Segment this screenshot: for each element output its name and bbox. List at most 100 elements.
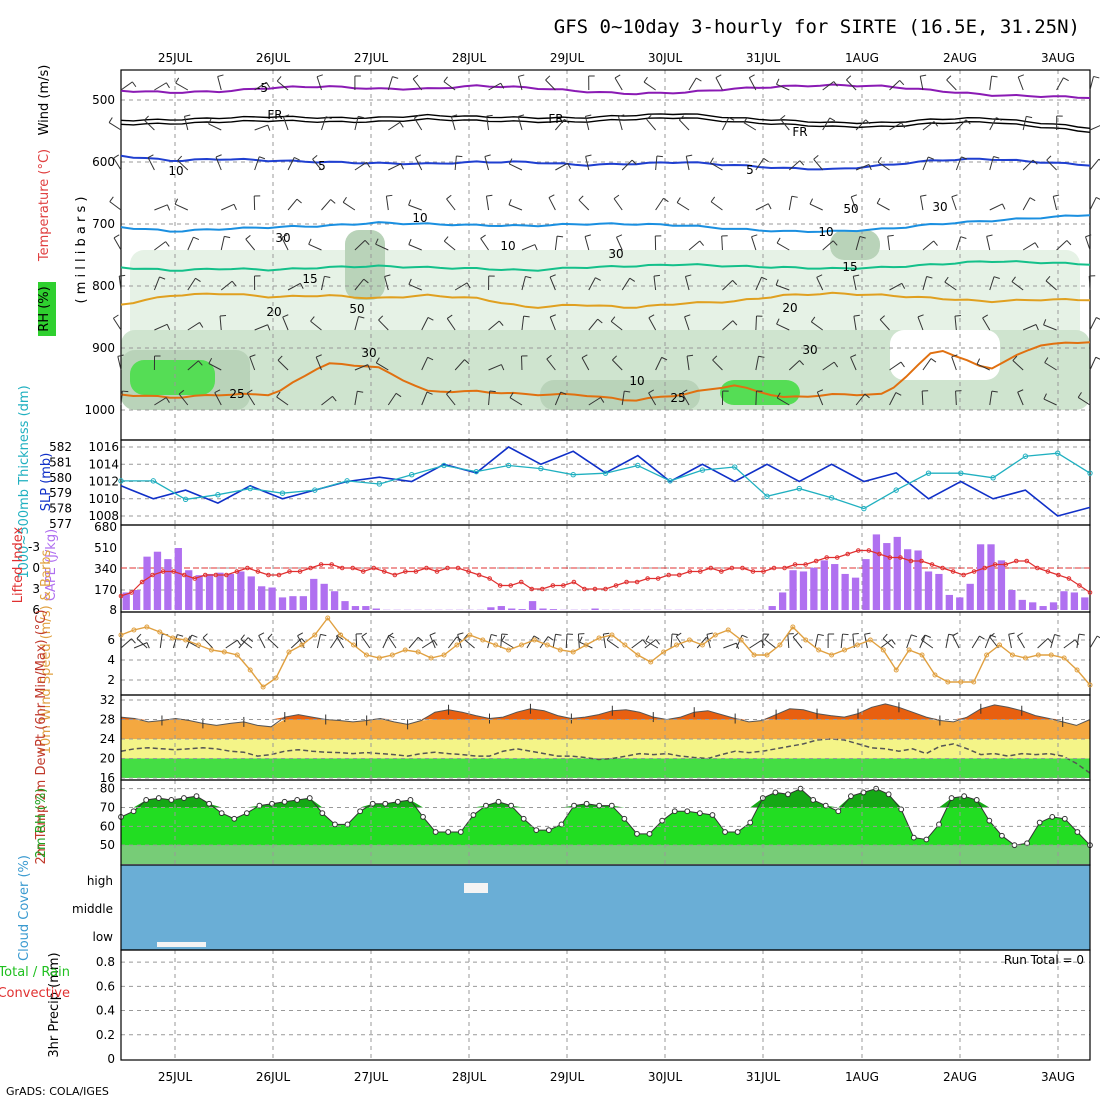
upper-air-wind-barb: [358, 115, 365, 119]
upper-air-wind-barb: [921, 390, 924, 406]
upper-air-wind-barb: [446, 318, 456, 331]
cape-bar: [226, 573, 235, 610]
upper-air-wind-barb: [354, 239, 366, 251]
lifted-index-point: [877, 551, 882, 557]
lifted-index-point: [202, 572, 208, 578]
isotherm-label: FR: [548, 112, 563, 126]
lifted-index-point: [603, 586, 608, 592]
upper-air-wind-barb: [965, 119, 971, 125]
rh-point: [696, 810, 703, 817]
upper-air-wind-barb: [868, 164, 872, 171]
upper-air-wind-barb: [109, 201, 122, 211]
lifted-index-point: [855, 548, 861, 553]
isotherm-label: FR: [267, 108, 282, 122]
isotherm-label: 20: [266, 305, 281, 319]
upper-air-wind-barb: [761, 276, 768, 281]
lifted-index-point: [929, 562, 935, 567]
upper-air-wind-barb: [600, 397, 605, 403]
upper-air-wind-barb: [853, 274, 860, 277]
upper-air-wind-barb: [678, 119, 690, 131]
upper-air-wind-barb: [354, 278, 365, 291]
upper-air-wind-barb: [312, 155, 318, 160]
upper-air-wind-barb: [986, 234, 993, 237]
upper-air-wind-barb: [722, 117, 730, 131]
cape-bar: [966, 583, 974, 610]
upper-air-wind-barb: [993, 276, 1000, 279]
upper-air-wind-barb: [386, 194, 393, 197]
wind-10m-barb: [136, 633, 142, 639]
upper-air-wind-barb: [548, 197, 556, 211]
wind-10m-barb: [539, 636, 549, 649]
rh-point: [659, 817, 666, 824]
wind-speed-point: [376, 655, 382, 661]
upper-air-wind-barb: [955, 390, 957, 406]
bottom-date-tick-label: 31JUL: [746, 1070, 781, 1084]
rh-point: [508, 802, 515, 809]
upper-air-wind-barb: [550, 314, 556, 318]
rh-point: [155, 795, 162, 801]
wind-10m-barb: [491, 633, 498, 637]
wind-speed-point: [1048, 652, 1054, 658]
temp-band-16-20: [121, 758, 1090, 778]
upper-air-wind-barb: [816, 277, 824, 291]
upper-air-wind-barb: [408, 199, 412, 206]
wind-10m-barb: [533, 635, 540, 640]
upper-air-wind-barb: [933, 121, 939, 127]
upper-air-wind-barb: [122, 390, 129, 393]
isotherm-line: [120, 291, 1091, 309]
lifted-index-point: [382, 569, 387, 574]
wind-y-tick-label: 6: [107, 633, 115, 647]
upper-air-wind-barb: [450, 116, 456, 131]
upper-air-wind-barb: [758, 355, 765, 358]
upper-air-wind-barb: [276, 80, 289, 91]
upper-air-wind-barb: [864, 393, 870, 399]
bottom-date-tick-label: 1AUG: [845, 1070, 879, 1084]
upper-air-wind-barb: [648, 317, 657, 331]
wind-speed-point: [1009, 652, 1015, 658]
wind-10m-barb: [880, 639, 893, 649]
wind-10m-barb: [408, 636, 419, 649]
lifted-index-point: [276, 572, 282, 578]
upper-air-wind-barb: [214, 389, 221, 394]
upper-air-wind-barb: [617, 116, 623, 131]
lifted-index-point: [287, 569, 292, 574]
upper-air-wind-barb: [951, 354, 958, 358]
isotherm-label: 10: [818, 225, 833, 239]
upper-air-wind-barb: [846, 75, 852, 81]
upper-air-wind-barb: [614, 74, 621, 79]
upper-air-wind-barb: [855, 236, 861, 251]
upper-air-wind-barb: [446, 314, 453, 319]
upper-air-wind-barb: [951, 194, 958, 198]
cape-tick-label: 170: [94, 583, 117, 597]
upper-air-wind-barb: [646, 118, 657, 131]
thickness-tick-label: 577: [49, 517, 72, 531]
upper-air-wind-barb: [1022, 159, 1034, 171]
cloud-low-patch: [157, 942, 206, 947]
rh-point: [1074, 829, 1081, 835]
upper-air-wind-barb: [621, 391, 625, 406]
cape-bar: [518, 609, 526, 610]
wind-10m-barb: [882, 633, 888, 639]
upper-air-wind-barb: [624, 390, 631, 393]
upper-air-wind-barb: [646, 115, 652, 120]
upper-air-wind-barb: [851, 194, 857, 198]
wind-10m-barb: [764, 639, 777, 649]
cape-bar: [945, 594, 953, 610]
upper-air-wind-barb: [187, 278, 196, 291]
upper-air-wind-barb: [154, 397, 167, 406]
rh-point: [445, 829, 452, 835]
upper-air-wind-barb: [245, 238, 256, 251]
lifted-index-point: [834, 555, 840, 560]
upper-air-wind-barb: [788, 360, 800, 371]
wind-speed-point: [699, 642, 705, 648]
wind-speed-point: [325, 615, 331, 621]
wind-speed-point: [583, 642, 589, 648]
lifted-index-point: [592, 586, 598, 592]
upper-air-wind-barb: [421, 357, 429, 371]
isotherm-label: 25: [670, 391, 685, 405]
upper-air-wind-barb: [1063, 77, 1069, 82]
upper-air-wind-barb: [722, 280, 733, 291]
upper-air-wind-barb: [588, 318, 599, 331]
upper-air-wind-barb: [855, 163, 870, 171]
wind-speed-point: [208, 647, 214, 653]
